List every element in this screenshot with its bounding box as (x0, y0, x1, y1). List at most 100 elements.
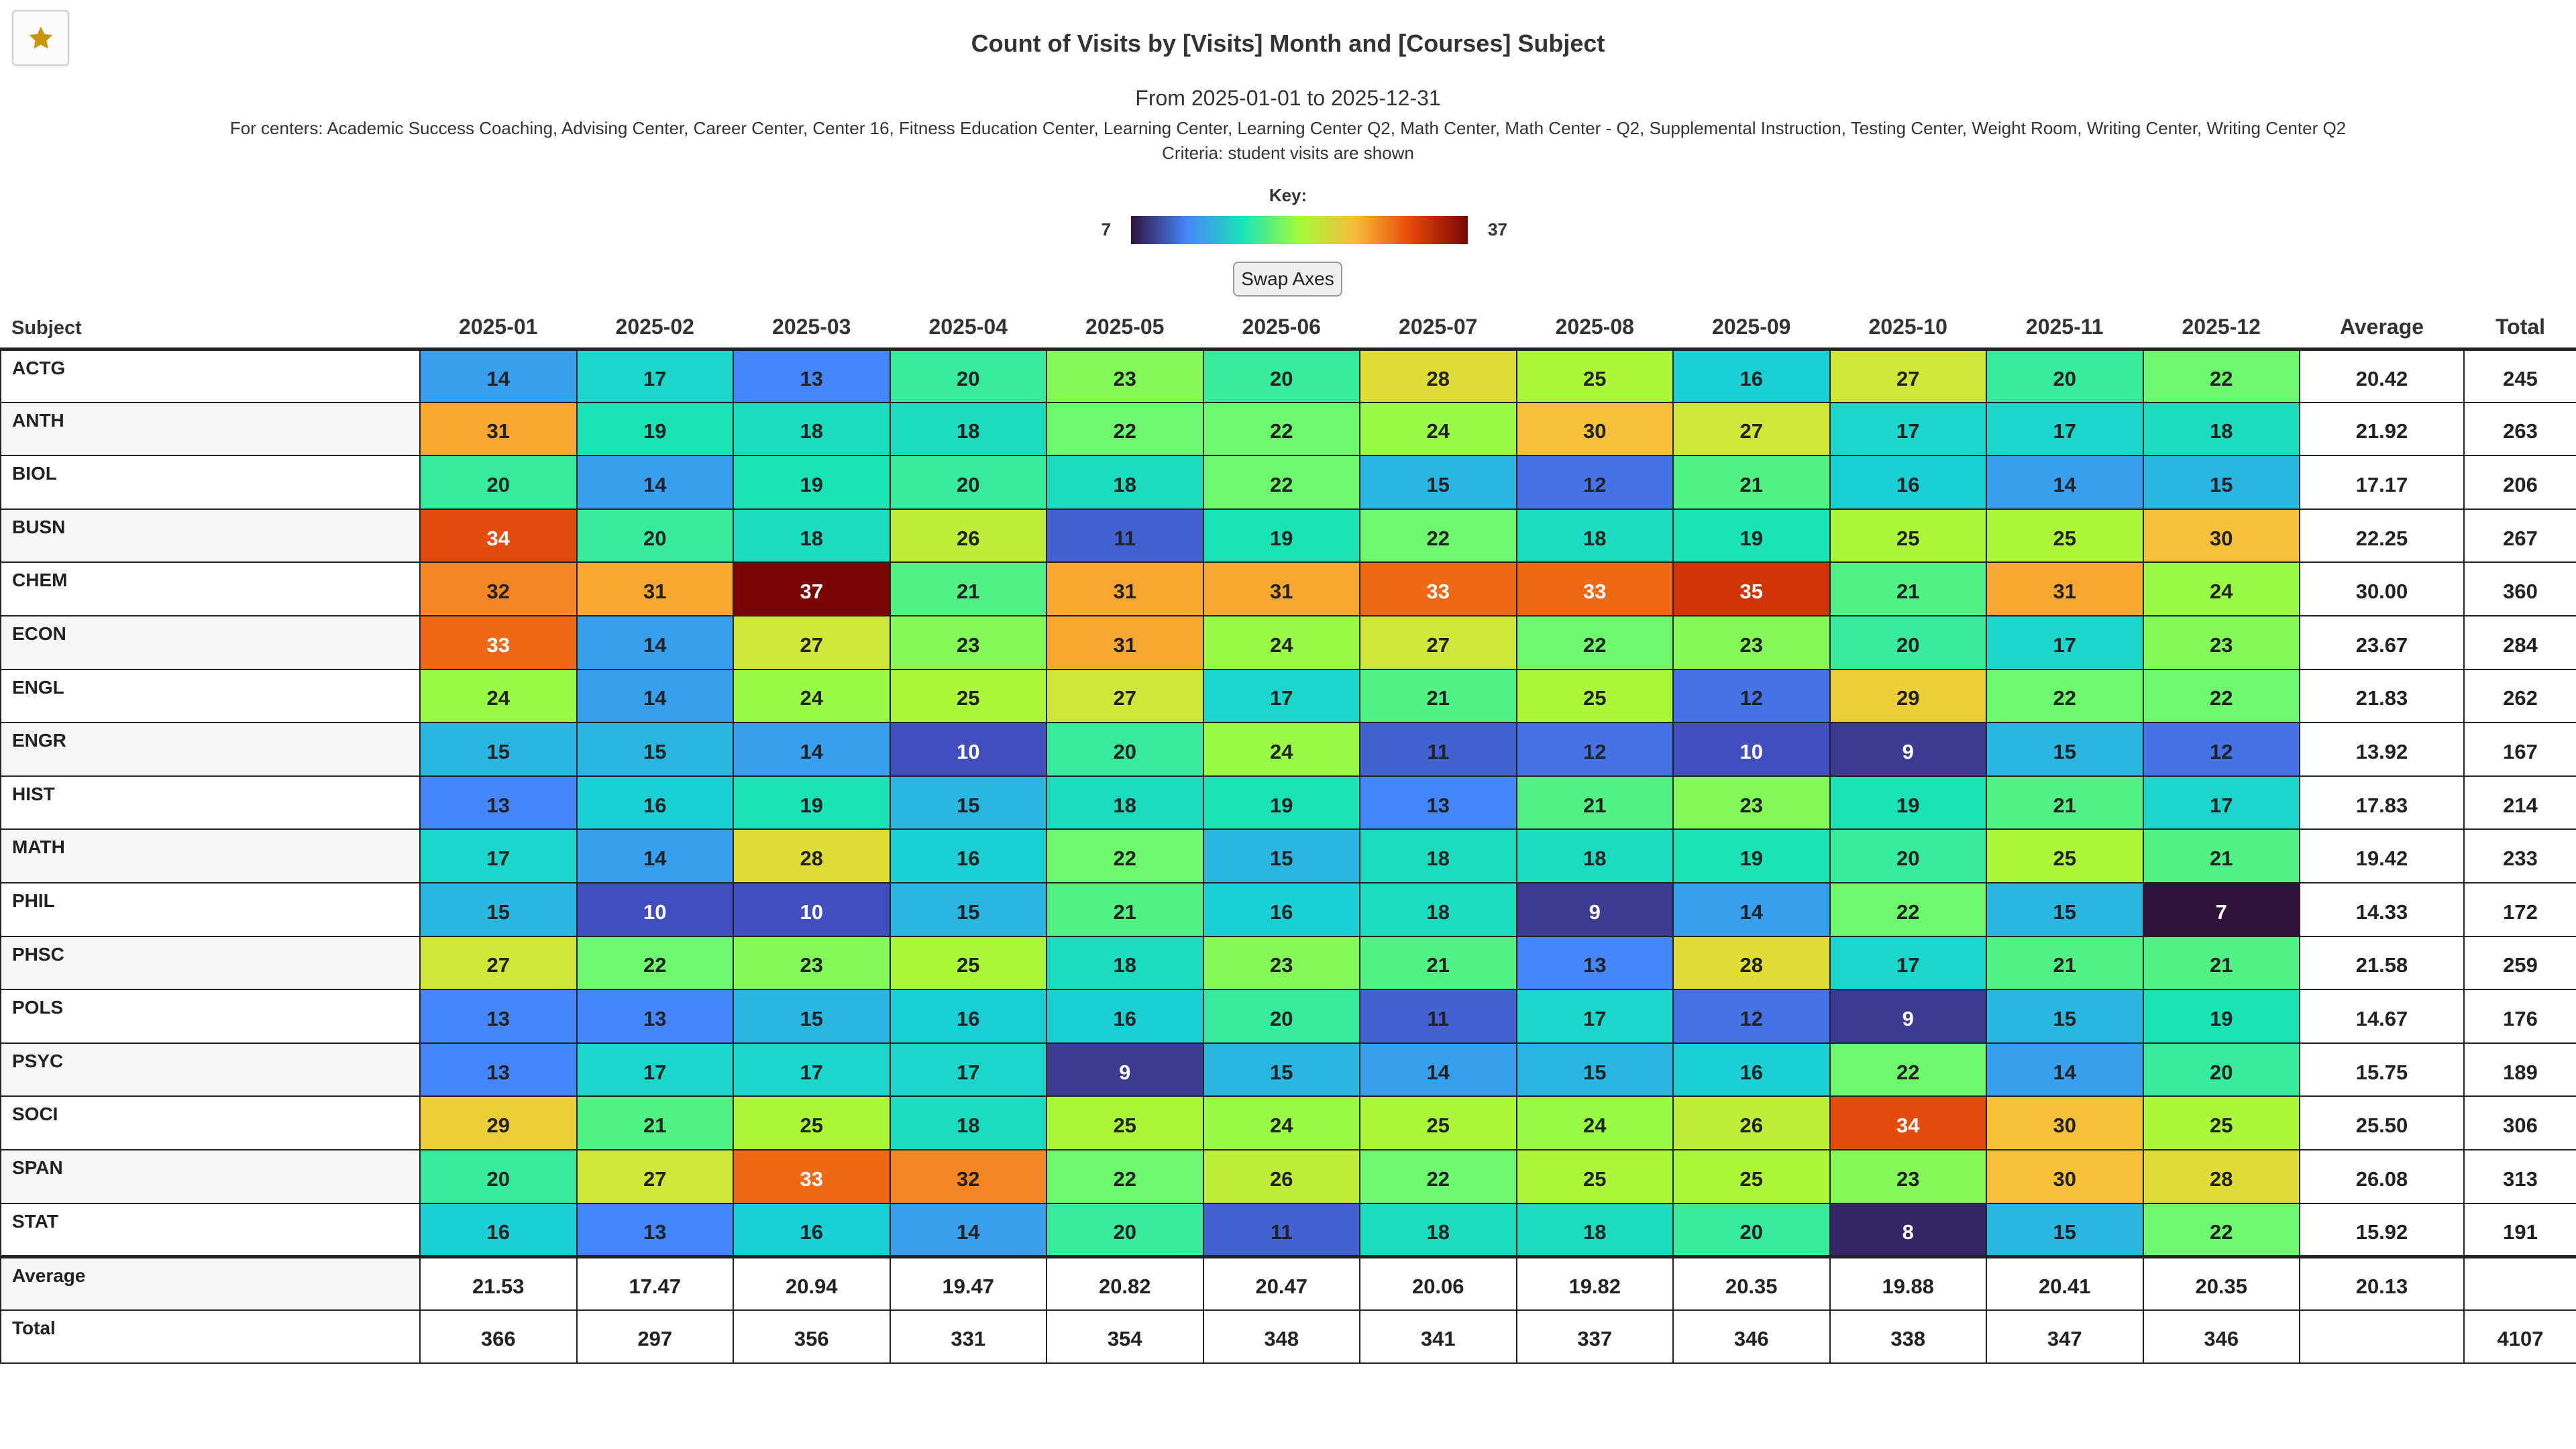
heatmap-cell[interactable]: 18 (2142, 401, 2300, 457)
heatmap-cell[interactable]: 32 (889, 1148, 1047, 1204)
heatmap-cell[interactable]: 22 (1046, 1148, 1204, 1204)
heatmap-cell[interactable]: 19 (733, 455, 891, 510)
heatmap-cell[interactable]: 18 (1359, 881, 1517, 937)
heatmap-cell[interactable]: 14 (1359, 1042, 1517, 1097)
month-column-header[interactable]: 2025-06 (1203, 301, 1360, 351)
heatmap-cell[interactable]: 20 (889, 455, 1047, 510)
heatmap-cell[interactable]: 27 (733, 614, 891, 670)
month-column-header[interactable]: 2025-09 (1673, 301, 1830, 351)
heatmap-cell[interactable]: 28 (1672, 935, 1831, 991)
heatmap-cell[interactable]: 31 (1046, 561, 1204, 616)
heatmap-cell[interactable]: 12 (1515, 722, 1674, 777)
heatmap-cell[interactable]: 11 (1046, 508, 1204, 564)
heatmap-cell[interactable]: 30 (2142, 508, 2300, 564)
heatmap-cell[interactable]: 13 (576, 989, 734, 1044)
heatmap-cell[interactable]: 31 (1986, 561, 2144, 616)
heatmap-cell[interactable]: 21 (1515, 775, 1674, 830)
heatmap-cell[interactable]: 14 (419, 348, 578, 403)
heatmap-cell[interactable]: 15 (1202, 1042, 1360, 1097)
heatmap-cell[interactable]: 31 (419, 401, 578, 457)
month-column-header[interactable]: 2025-08 (1516, 301, 1673, 351)
heatmap-cell[interactable]: 24 (1202, 722, 1360, 777)
heatmap-cell[interactable]: 11 (1359, 722, 1517, 777)
month-column-header[interactable]: 2025-11 (1986, 301, 2143, 351)
heatmap-cell[interactable]: 33 (733, 1148, 891, 1204)
heatmap-cell[interactable]: 22 (576, 935, 734, 991)
heatmap-cell[interactable]: 24 (1202, 1095, 1360, 1150)
heatmap-cell[interactable]: 19 (1672, 828, 1831, 883)
heatmap-cell[interactable]: 17 (2142, 775, 2300, 830)
heatmap-cell[interactable]: 23 (1829, 1148, 1987, 1204)
heatmap-cell[interactable]: 13 (576, 1202, 734, 1258)
subject-column-header[interactable]: Subject (1, 301, 420, 351)
total-column-header[interactable]: Total (2464, 301, 2576, 351)
heatmap-cell[interactable]: 15 (889, 881, 1047, 937)
heatmap-cell[interactable]: 21 (889, 561, 1047, 616)
heatmap-cell[interactable]: 15 (419, 722, 578, 777)
heatmap-cell[interactable]: 26 (889, 508, 1047, 564)
heatmap-cell[interactable]: 24 (733, 668, 891, 724)
heatmap-cell[interactable]: 17 (576, 1042, 734, 1097)
heatmap-cell[interactable]: 13 (419, 775, 578, 830)
heatmap-cell[interactable]: 17 (419, 828, 578, 883)
heatmap-cell[interactable]: 14 (576, 455, 734, 510)
heatmap-cell[interactable]: 17 (1829, 401, 1987, 457)
heatmap-cell[interactable]: 10 (733, 881, 891, 937)
heatmap-cell[interactable]: 20 (576, 508, 734, 564)
heatmap-cell[interactable]: 23 (1202, 935, 1360, 991)
heatmap-cell[interactable]: 27 (1829, 348, 1987, 403)
heatmap-cell[interactable]: 22 (1046, 828, 1204, 883)
heatmap-cell[interactable]: 37 (733, 561, 891, 616)
heatmap-cell[interactable]: 23 (733, 935, 891, 991)
heatmap-cell[interactable]: 20 (1986, 348, 2144, 403)
heatmap-cell[interactable]: 17 (733, 1042, 891, 1097)
heatmap-cell[interactable]: 31 (576, 561, 734, 616)
heatmap-cell[interactable]: 18 (1359, 1202, 1517, 1258)
heatmap-cell[interactable]: 25 (1046, 1095, 1204, 1150)
heatmap-cell[interactable]: 22 (1046, 401, 1204, 457)
month-column-header[interactable]: 2025-07 (1360, 301, 1517, 351)
heatmap-cell[interactable]: 23 (2142, 614, 2300, 670)
heatmap-cell[interactable]: 19 (1202, 508, 1360, 564)
heatmap-cell[interactable]: 24 (1202, 614, 1360, 670)
heatmap-cell[interactable]: 19 (1202, 775, 1360, 830)
swap-axes-button[interactable]: Swap Axes (1233, 262, 1342, 297)
heatmap-cell[interactable]: 15 (2142, 455, 2300, 510)
heatmap-cell[interactable]: 18 (1359, 828, 1517, 883)
heatmap-cell[interactable]: 9 (1515, 881, 1674, 937)
heatmap-cell[interactable]: 27 (1046, 668, 1204, 724)
heatmap-cell[interactable]: 24 (1515, 1095, 1674, 1150)
heatmap-cell[interactable]: 18 (733, 401, 891, 457)
heatmap-cell[interactable]: 18 (1515, 508, 1674, 564)
heatmap-cell[interactable]: 17 (1829, 935, 1987, 991)
heatmap-cell[interactable]: 16 (889, 828, 1047, 883)
heatmap-cell[interactable]: 24 (419, 668, 578, 724)
heatmap-cell[interactable]: 12 (1515, 455, 1674, 510)
heatmap-cell[interactable]: 26 (1202, 1148, 1360, 1204)
heatmap-cell[interactable]: 9 (1829, 989, 1987, 1044)
heatmap-cell[interactable]: 23 (1672, 775, 1831, 830)
heatmap-cell[interactable]: 32 (419, 561, 578, 616)
heatmap-cell[interactable]: 19 (733, 775, 891, 830)
heatmap-cell[interactable]: 20 (2142, 1042, 2300, 1097)
heatmap-cell[interactable]: 20 (1672, 1202, 1831, 1258)
heatmap-cell[interactable]: 19 (1829, 775, 1987, 830)
heatmap-cell[interactable]: 14 (1986, 1042, 2144, 1097)
heatmap-cell[interactable]: 14 (733, 722, 891, 777)
heatmap-cell[interactable]: 12 (2142, 722, 2300, 777)
heatmap-cell[interactable]: 29 (1829, 668, 1987, 724)
heatmap-cell[interactable]: 15 (733, 989, 891, 1044)
heatmap-cell[interactable]: 25 (1829, 508, 1987, 564)
heatmap-cell[interactable]: 18 (1515, 828, 1674, 883)
heatmap-cell[interactable]: 30 (1986, 1148, 2144, 1204)
heatmap-cell[interactable]: 16 (1672, 348, 1831, 403)
heatmap-cell[interactable]: 11 (1359, 989, 1517, 1044)
heatmap-cell[interactable]: 27 (1359, 614, 1517, 670)
heatmap-cell[interactable]: 27 (419, 935, 578, 991)
month-column-header[interactable]: 2025-05 (1046, 301, 1203, 351)
heatmap-cell[interactable]: 25 (2142, 1095, 2300, 1150)
month-column-header[interactable]: 2025-10 (1829, 301, 1986, 351)
heatmap-cell[interactable]: 21 (2142, 828, 2300, 883)
heatmap-cell[interactable]: 15 (1986, 989, 2144, 1044)
month-column-header[interactable]: 2025-12 (2143, 301, 2300, 351)
